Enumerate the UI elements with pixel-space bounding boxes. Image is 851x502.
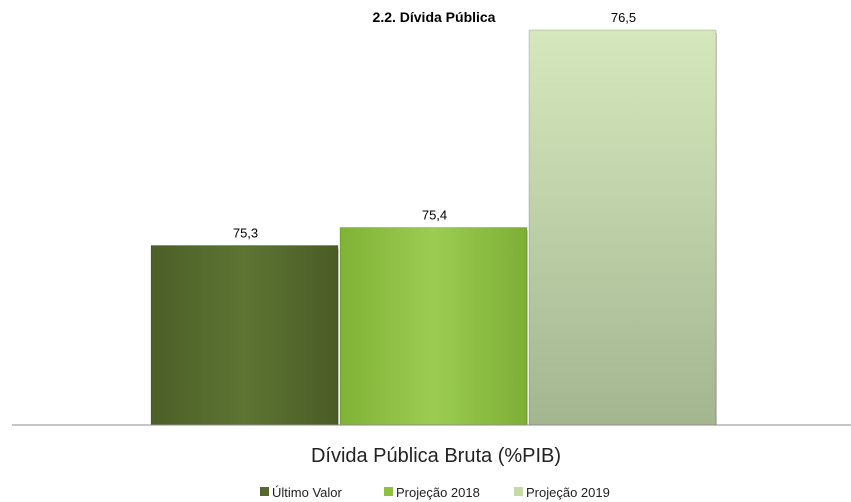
legend-swatch [260, 487, 269, 496]
bar-value-label: 76,5 [611, 10, 636, 25]
bar-value-label: 75,4 [422, 208, 447, 223]
legend-label: Último Valor [272, 485, 343, 500]
bar-2 [339, 227, 528, 426]
bars-group [150, 29, 717, 426]
legend: Último Valor Projeção 2018 Projeção 2019 [260, 485, 610, 500]
bar-3 [528, 29, 717, 426]
bar-value-label: 75,3 [233, 225, 258, 240]
legend-label: Projeção 2019 [526, 485, 610, 500]
value-labels-group: 75,3 75,4 76,5 [233, 10, 636, 240]
legend-label: Projeção 2018 [396, 485, 480, 500]
category-label: Dívida Pública Bruta (%PIB) [311, 445, 561, 467]
legend-swatch [384, 487, 393, 496]
bar-1 [150, 244, 339, 426]
chart-title: 2.2. Dívida Pública [373, 9, 496, 25]
legend-swatch [514, 487, 523, 496]
